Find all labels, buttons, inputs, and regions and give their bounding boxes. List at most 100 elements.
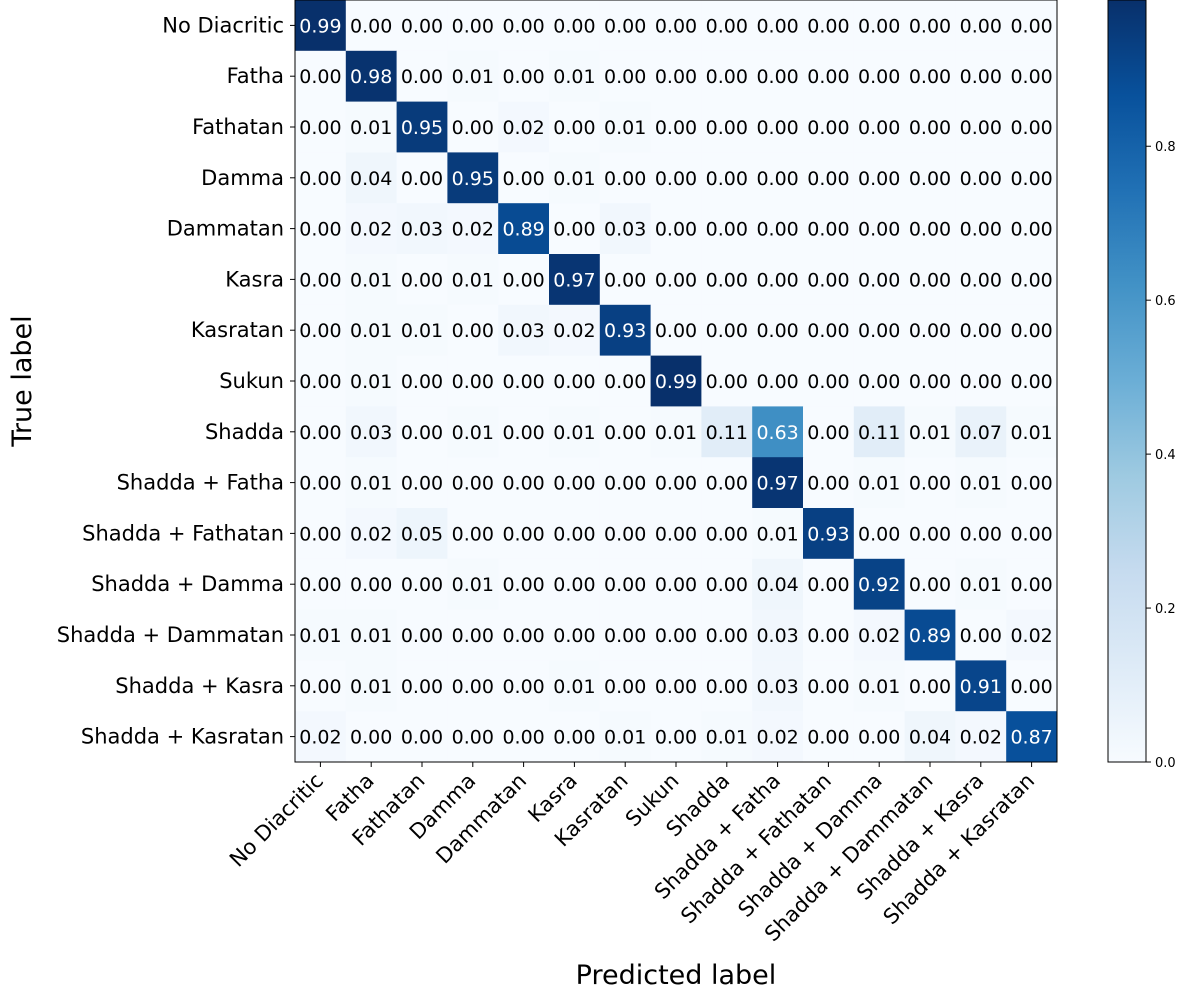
heatmap-cell <box>904 152 956 204</box>
x-axis-ticks: No DiacriticFathaFathatanDammaDammatanKa… <box>225 762 1039 946</box>
y-tick-label: Kasra <box>225 267 284 291</box>
heatmap-cell <box>803 152 855 204</box>
cell-value-label: 0.00 <box>604 15 646 37</box>
cell-value-label: 0.00 <box>655 117 697 139</box>
cell-value-label: 0.02 <box>299 727 341 749</box>
cell-value-label: 0.00 <box>502 727 544 749</box>
cell-value-label: 0.00 <box>706 168 748 190</box>
cell-value-label: 0.00 <box>706 269 748 291</box>
heatmap-cell <box>701 355 753 407</box>
heatmap-cell <box>650 558 702 610</box>
heatmap-cell <box>498 0 550 52</box>
cell-value-label: 0.00 <box>452 625 494 647</box>
cell-value-label: 0.00 <box>1010 66 1052 88</box>
heatmap-cell <box>549 152 601 204</box>
heatmap-cell <box>295 50 347 102</box>
heatmap-cell <box>549 0 601 52</box>
cell-value-label: 0.00 <box>299 320 341 342</box>
cell-value-label: 0.00 <box>604 625 646 647</box>
cell-value-label: 0.00 <box>807 320 849 342</box>
heatmap-cell <box>498 254 550 306</box>
cell-value-label: 0.00 <box>655 269 697 291</box>
heatmap-cell <box>345 558 397 610</box>
cell-value-label: 0.01 <box>350 371 392 393</box>
cell-value-label: 0.01 <box>452 422 494 444</box>
y-tick-label: Fatha <box>227 64 284 88</box>
heatmap-cell <box>904 711 956 763</box>
heatmap-cell <box>752 355 804 407</box>
heatmap-cell <box>1006 508 1058 560</box>
cell-value-label: 0.01 <box>756 523 798 545</box>
heatmap-cell <box>396 406 448 458</box>
cell-value-label: 0.04 <box>756 574 798 596</box>
heatmap-cell <box>752 660 804 712</box>
heatmap-cell <box>853 254 905 306</box>
heatmap-cell <box>396 558 448 610</box>
cell-value-label: 0.00 <box>502 168 544 190</box>
cell-value-label: 0.00 <box>909 574 951 596</box>
cell-value-label: 0.00 <box>858 371 900 393</box>
heatmap-cell <box>549 203 601 255</box>
cell-value-label: 0.00 <box>401 473 443 495</box>
cell-value-label: 0.00 <box>909 269 951 291</box>
heatmap-cell <box>904 406 956 458</box>
heatmap-cell <box>345 457 397 509</box>
cell-value-label: 0.00 <box>960 320 1002 342</box>
heatmap-cell <box>853 711 905 763</box>
heatmap-cell <box>295 203 347 255</box>
heatmap-cell <box>396 660 448 712</box>
heatmap-cell <box>549 609 601 661</box>
heatmap-cell <box>904 355 956 407</box>
cell-value-label: 0.00 <box>807 371 849 393</box>
heatmap-cell <box>345 660 397 712</box>
cell-value-label: 0.89 <box>502 219 544 241</box>
heatmap-cell <box>1006 558 1058 610</box>
heatmap-cell <box>549 355 601 407</box>
heatmap-cell <box>853 203 905 255</box>
cell-value-label: 0.91 <box>960 676 1002 698</box>
heatmap-cell <box>904 101 956 153</box>
cell-value-label: 0.00 <box>756 15 798 37</box>
cell-value-label: 0.00 <box>655 676 697 698</box>
cell-value-label: 0.00 <box>1010 269 1052 291</box>
heatmap-cell <box>853 660 905 712</box>
heatmap-cell <box>599 558 651 610</box>
cell-value-label: 0.01 <box>553 422 595 444</box>
y-tick-label: Damma <box>201 166 284 190</box>
cell-value-label: 0.04 <box>909 727 951 749</box>
heatmap-cell <box>345 203 397 255</box>
cell-value-label: 0.01 <box>553 168 595 190</box>
heatmap-cell <box>498 152 550 204</box>
heatmap-cell <box>345 508 397 560</box>
cell-value-label: 0.00 <box>858 168 900 190</box>
cell-value-label: 0.00 <box>807 574 849 596</box>
cell-value-label: 0.00 <box>960 15 1002 37</box>
heatmap-cell <box>803 254 855 306</box>
cell-value-label: 0.00 <box>1010 15 1052 37</box>
cell-value-label: 0.01 <box>858 473 900 495</box>
heatmap-cell <box>396 609 448 661</box>
cell-value-label: 0.07 <box>960 422 1002 444</box>
cell-value-label: 0.02 <box>858 625 900 647</box>
heatmap-cell <box>599 711 651 763</box>
heatmap-cell <box>650 406 702 458</box>
y-tick-label: No Diacritic <box>162 13 284 37</box>
colorbar-tick-label: 0.6 <box>1155 294 1176 309</box>
heatmap-cell <box>498 101 550 153</box>
cell-value-label: 0.00 <box>706 320 748 342</box>
heatmap-cell <box>701 711 753 763</box>
cell-value-label: 0.00 <box>756 219 798 241</box>
heatmap-cell <box>295 152 347 204</box>
heatmap-cell <box>295 0 347 52</box>
heatmap-cell <box>701 508 753 560</box>
heatmap-cell <box>396 355 448 407</box>
cell-value-label: 0.00 <box>858 320 900 342</box>
cell-value-label: 0.04 <box>350 168 392 190</box>
cell-value-label: 0.00 <box>909 66 951 88</box>
heatmap-cell <box>752 508 804 560</box>
cell-value-label: 0.00 <box>401 168 443 190</box>
cell-value-label: 0.01 <box>960 574 1002 596</box>
cell-value-label: 0.00 <box>960 625 1002 647</box>
heatmap-cell <box>549 558 601 610</box>
heatmap-cell <box>803 457 855 509</box>
